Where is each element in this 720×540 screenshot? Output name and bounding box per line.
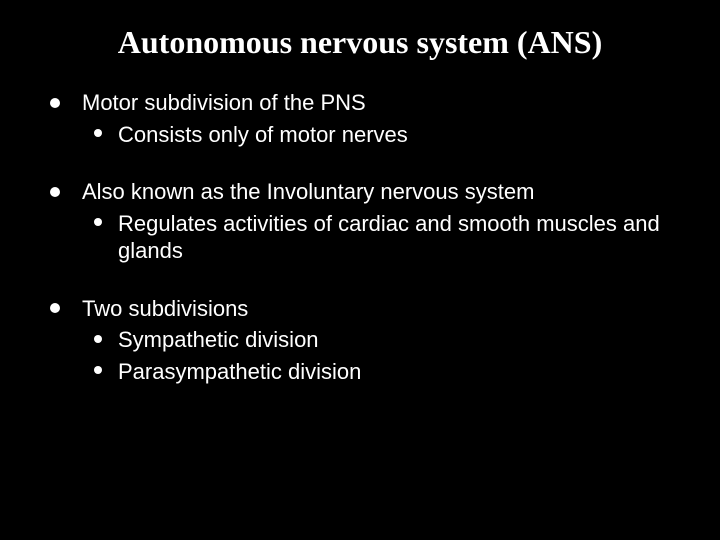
bullet-level1: Motor subdivision of the PNS — [50, 89, 670, 117]
bullet-text: Parasympathetic division — [118, 358, 361, 386]
bullet-level2: Regulates activities of cardiac and smoo… — [94, 210, 670, 265]
spacer — [50, 269, 670, 295]
bullet-text: Regulates activities of cardiac and smoo… — [118, 210, 670, 265]
bullet-dot-icon — [50, 98, 60, 108]
bullet-dot-icon — [94, 335, 102, 343]
bullet-dot-icon — [94, 366, 102, 374]
bullet-dot-icon — [94, 218, 102, 226]
bullet-dot-icon — [50, 303, 60, 313]
bullet-text: Motor subdivision of the PNS — [82, 89, 366, 117]
slide-title: Autonomous nervous system (ANS) — [0, 0, 720, 69]
bullet-text: Consists only of motor nerves — [118, 121, 408, 149]
bullet-dot-icon — [50, 187, 60, 197]
slide: Autonomous nervous system (ANS) Motor su… — [0, 0, 720, 540]
bullet-level2: Parasympathetic division — [94, 358, 670, 386]
bullet-dot-icon — [94, 129, 102, 137]
slide-content: Motor subdivision of the PNS Consists on… — [0, 69, 720, 385]
bullet-level2: Consists only of motor nerves — [94, 121, 670, 149]
bullet-level1: Also known as the Involuntary nervous sy… — [50, 178, 670, 206]
bullet-text: Sympathetic division — [118, 326, 319, 354]
spacer — [50, 152, 670, 178]
bullet-level2: Sympathetic division — [94, 326, 670, 354]
bullet-text: Also known as the Involuntary nervous sy… — [82, 178, 534, 206]
bullet-text: Two subdivisions — [82, 295, 248, 323]
bullet-level1: Two subdivisions — [50, 295, 670, 323]
